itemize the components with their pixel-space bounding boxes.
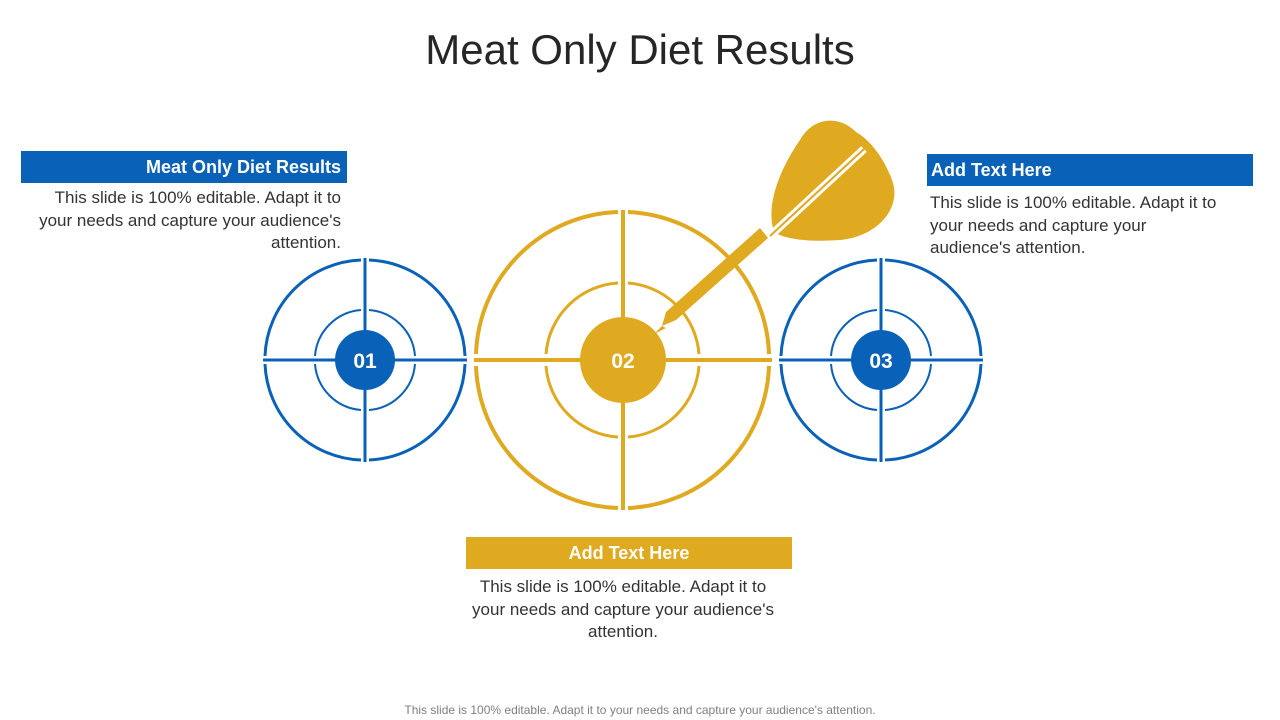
- item-02-heading: Add Text Here: [466, 537, 792, 569]
- number-03: 03: [869, 350, 892, 373]
- page-title: Meat Only Diet Results: [425, 26, 855, 73]
- number-01: 01: [353, 350, 377, 373]
- item-01-heading: Meat Only Diet Results: [21, 151, 347, 183]
- number-badge-01: [335, 330, 395, 390]
- dart-icon: [654, 120, 895, 334]
- footer-note: This slide is 100% editable. Adapt it to…: [404, 703, 876, 717]
- item-03-heading: Add Text Here: [927, 154, 1253, 186]
- number-02: 02: [611, 350, 634, 373]
- item-02-description: This slide is 100% editable. Adapt it to…: [472, 577, 774, 641]
- number-badge-02: [580, 317, 666, 403]
- item-01-description: This slide is 100% editable. Adapt it to…: [39, 188, 341, 252]
- number-badge-03: [851, 330, 911, 390]
- item-03-description: This slide is 100% editable. Adapt it to…: [930, 193, 1217, 257]
